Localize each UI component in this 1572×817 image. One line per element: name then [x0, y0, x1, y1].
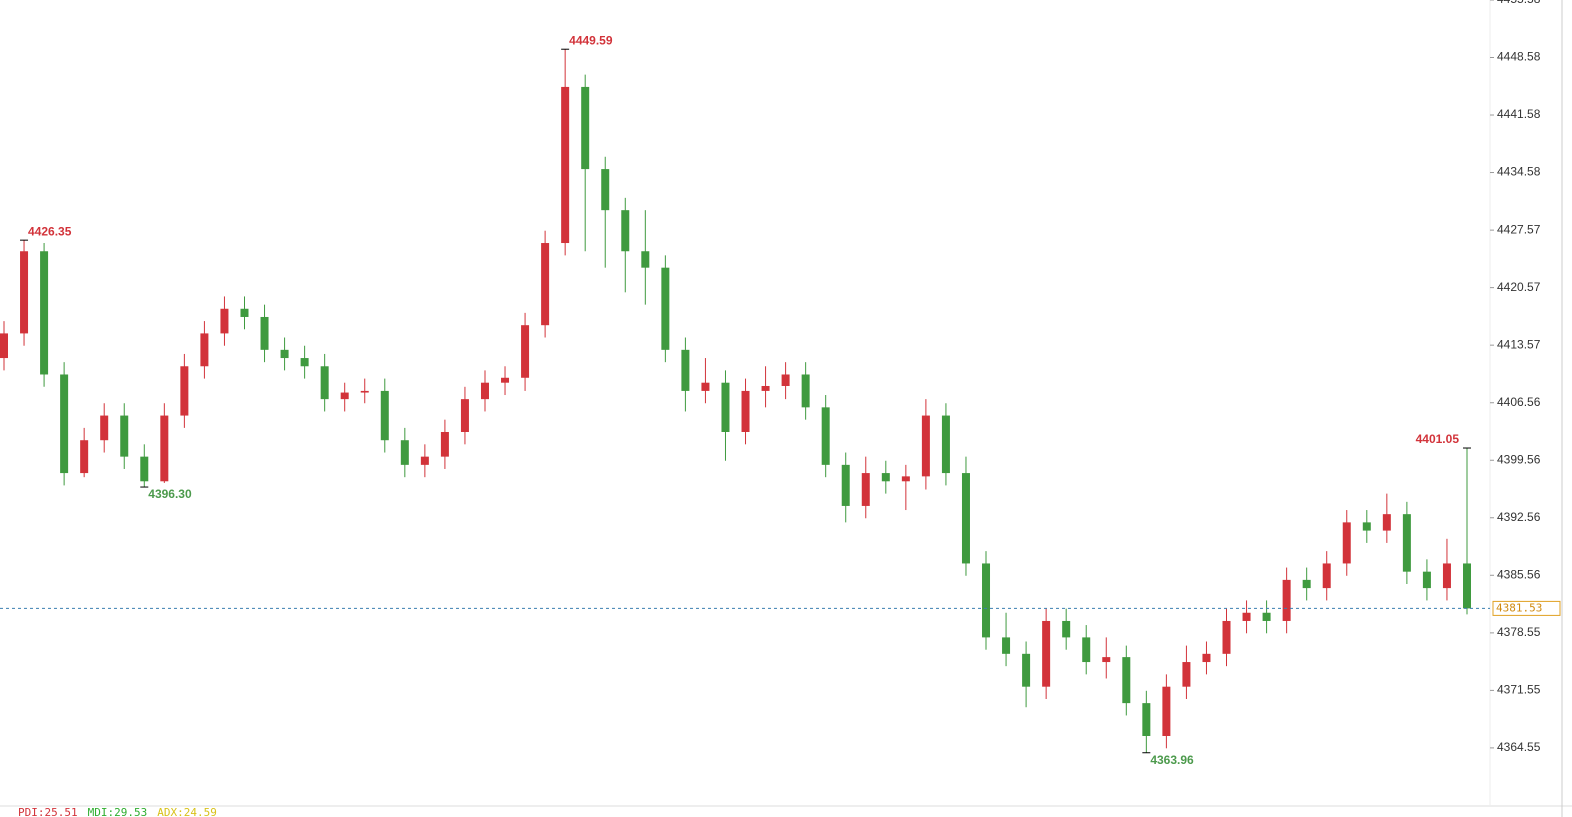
indicator-label: MDI:29.53: [88, 806, 148, 817]
candle-body: [280, 349, 289, 359]
y-tick-label: 4420.57: [1497, 280, 1541, 294]
candle-body: [1122, 657, 1131, 704]
candle-body: [1142, 703, 1151, 736]
candle-body: [400, 440, 409, 465]
candle-body: [1422, 571, 1431, 589]
candle-body: [60, 374, 69, 474]
candle-body: [1242, 612, 1251, 621]
candle-body: [1062, 620, 1071, 638]
candle-body: [821, 407, 830, 465]
candle-body: [480, 382, 489, 400]
candle-body: [501, 377, 510, 383]
y-tick-label: 4406.56: [1497, 395, 1541, 409]
candle-body: [681, 349, 690, 391]
y-tick-label: 4371.55: [1497, 683, 1541, 697]
candle-body: [901, 476, 910, 482]
extreme-label: 4363.96: [1150, 753, 1194, 767]
candle-body: [1463, 563, 1471, 609]
candle-body: [921, 415, 930, 477]
candle-body: [1042, 620, 1051, 687]
candle-body: [701, 382, 710, 391]
candle-body: [1022, 653, 1031, 687]
candle-body: [641, 251, 650, 268]
candle-body: [1222, 620, 1231, 654]
candle-body: [781, 374, 790, 386]
candle-body: [40, 251, 49, 375]
candle-body: [460, 399, 469, 432]
y-tick-label: 4455.58: [1497, 0, 1541, 6]
candle-body: [661, 267, 670, 350]
candle-body: [0, 333, 8, 359]
candle-body: [200, 333, 209, 367]
candle-body: [80, 440, 89, 474]
candle-body: [861, 473, 870, 506]
y-tick-label: 4441.58: [1497, 107, 1541, 121]
candle-body: [881, 473, 890, 482]
y-tick-label: 4385.56: [1497, 567, 1541, 581]
candle-body: [941, 415, 950, 474]
candle-body: [721, 382, 730, 432]
candle-body: [561, 86, 570, 244]
candle-body: [1362, 522, 1371, 531]
candle-body: [961, 473, 970, 564]
candle-body: [741, 390, 750, 432]
candle-body: [1102, 657, 1111, 663]
candle-body: [1082, 637, 1091, 663]
candle-body: [1002, 637, 1011, 654]
candle-body: [100, 415, 109, 441]
candle-body: [260, 316, 269, 350]
candle-body: [240, 308, 249, 317]
indicator-label: ADX:24.59: [157, 806, 217, 817]
candle-body: [541, 243, 550, 326]
candle-body: [440, 431, 449, 457]
candle-body: [801, 374, 810, 408]
last-price-box: [1492, 600, 1561, 616]
y-tick-label: 4434.58: [1497, 165, 1541, 179]
candle-body: [300, 358, 309, 367]
candle-body: [120, 415, 129, 457]
candle-body: [220, 308, 229, 334]
candle-body: [601, 169, 610, 211]
candle-body: [841, 464, 850, 506]
candle-body: [1322, 563, 1331, 589]
candle-body: [140, 456, 149, 482]
candle-body: [1442, 563, 1451, 589]
extreme-label: 4449.59: [569, 33, 613, 47]
indicator-label: PDI:25.51: [18, 806, 78, 817]
candle-body: [1282, 579, 1291, 621]
candle-body: [521, 325, 530, 378]
candle-body: [20, 251, 29, 334]
candle-body: [581, 86, 590, 170]
candle-body: [420, 456, 429, 465]
candle-body: [982, 563, 991, 638]
y-tick-label: 4427.57: [1497, 222, 1541, 236]
candle-body: [1402, 514, 1411, 572]
candle-body: [1182, 662, 1191, 687]
candle-body: [360, 390, 369, 393]
y-tick-label: 4378.55: [1497, 625, 1541, 639]
extreme-label: 4426.35: [28, 224, 72, 238]
y-tick-label: 4392.56: [1497, 510, 1541, 524]
y-tick-label: 4364.55: [1497, 740, 1541, 754]
last-price-label: 4381.53: [1496, 601, 1542, 614]
candle-body: [761, 385, 770, 391]
candle-body: [340, 392, 349, 400]
candle-body: [621, 210, 630, 252]
candle-body: [180, 366, 189, 416]
candle-body: [320, 366, 329, 400]
y-tick-label: 4448.58: [1497, 50, 1541, 64]
candle-body: [1162, 686, 1171, 736]
candle-body: [1302, 579, 1311, 589]
extreme-label: 4396.30: [148, 487, 192, 501]
candle-body: [160, 415, 169, 482]
y-tick-label: 4413.57: [1497, 337, 1541, 351]
candle-body: [1382, 514, 1391, 531]
candle-body: [1342, 522, 1351, 564]
candle-body: [380, 390, 389, 441]
candle-body: [1202, 653, 1211, 663]
y-tick-label: 4399.56: [1497, 452, 1541, 466]
extreme-label: 4401.05: [1416, 432, 1460, 446]
candle-body: [1262, 612, 1271, 621]
